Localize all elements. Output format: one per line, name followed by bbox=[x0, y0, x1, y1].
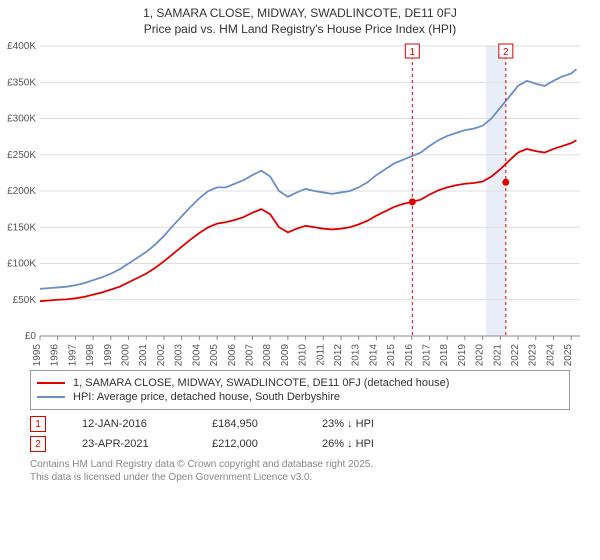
y-tick-label: £400K bbox=[7, 41, 36, 52]
y-tick-label: £350K bbox=[7, 77, 36, 88]
price-chart: £0 £50K £100K £150K £200K £250K £300K £350K £400… bbox=[0, 36, 600, 366]
sale-marker-dot bbox=[502, 179, 509, 186]
x-tick-label: 1998 bbox=[85, 344, 96, 366]
x-tick-label: 2021 bbox=[492, 344, 503, 366]
x-tick-label: 2022 bbox=[510, 344, 521, 366]
x-tick-label: 2000 bbox=[121, 344, 132, 366]
attribution-line2: This data is licensed under the Open Gov… bbox=[30, 471, 570, 484]
y-tick-label: £100K bbox=[7, 259, 36, 270]
legend-item: 1, SAMARA CLOSE, MIDWAY, SWADLINCOTE, DE… bbox=[37, 377, 563, 389]
x-tick-label: 2014 bbox=[368, 344, 379, 366]
y-tick-label: £50K bbox=[13, 295, 37, 306]
x-tick-label: 2020 bbox=[475, 344, 486, 366]
x-tick-label: 2005 bbox=[209, 344, 220, 366]
sales-delta: 23% ↓ HPI bbox=[322, 418, 442, 430]
attribution: Contains HM Land Registry data © Crown c… bbox=[30, 458, 570, 484]
legend-label: 1, SAMARA CLOSE, MIDWAY, SWADLINCOTE, DE… bbox=[73, 377, 449, 389]
x-tick-label: 1995 bbox=[32, 344, 43, 366]
sales-row: 1 12-JAN-2016£184,95023% ↓ HPI bbox=[30, 416, 570, 432]
y-tick-label: £200K bbox=[7, 186, 36, 197]
x-tick-label: 2003 bbox=[174, 344, 185, 366]
x-tick-label: 2001 bbox=[138, 344, 149, 366]
chart-titles: 1, SAMARA CLOSE, MIDWAY, SWADLINCOTE, DE… bbox=[0, 0, 600, 36]
sales-date: 12-JAN-2016 bbox=[82, 418, 212, 430]
legend-label: HPI: Average price, detached house, Sout… bbox=[73, 391, 340, 403]
x-tick-label: 2010 bbox=[298, 344, 309, 366]
sales-row: 2 23-APR-2021£212,00026% ↓ HPI bbox=[30, 436, 570, 452]
x-tick-label: 2013 bbox=[351, 344, 362, 366]
x-tick-label: 2019 bbox=[457, 344, 468, 366]
legend-swatch bbox=[37, 382, 65, 384]
x-tick-label: 2007 bbox=[244, 344, 255, 366]
sales-marker-box: 2 bbox=[30, 436, 46, 452]
x-tick-label: 2023 bbox=[528, 344, 539, 366]
chart-title-address: 1, SAMARA CLOSE, MIDWAY, SWADLINCOTE, DE… bbox=[0, 6, 600, 20]
sales-date: 23-APR-2021 bbox=[82, 438, 212, 450]
y-tick-label: £300K bbox=[7, 114, 36, 125]
sales-table: 1 12-JAN-2016£184,95023% ↓ HPI 2 23-APR-202… bbox=[30, 416, 570, 452]
x-tick-label: 2015 bbox=[386, 344, 397, 366]
legend-swatch bbox=[37, 396, 65, 398]
x-tick-label: 2025 bbox=[563, 344, 574, 366]
attribution-line1: Contains HM Land Registry data © Crown c… bbox=[30, 458, 570, 471]
sale-marker-dot bbox=[409, 198, 416, 205]
x-tick-label: 2011 bbox=[315, 344, 326, 366]
x-tick-label: 2016 bbox=[404, 344, 415, 366]
chart-container: £0 £50K £100K £150K £200K £250K £300K £350K £400… bbox=[0, 36, 600, 366]
sales-delta: 26% ↓ HPI bbox=[322, 438, 442, 450]
x-tick-label: 2004 bbox=[191, 344, 202, 366]
x-tick-label: 1996 bbox=[50, 344, 61, 366]
x-tick-label: 1999 bbox=[103, 344, 114, 366]
sale-marker-number: 2 bbox=[503, 47, 509, 58]
x-tick-label: 1997 bbox=[67, 344, 78, 366]
legend: 1, SAMARA CLOSE, MIDWAY, SWADLINCOTE, DE… bbox=[30, 370, 570, 410]
y-tick-label: £0 bbox=[25, 331, 37, 342]
x-tick-label: 2002 bbox=[156, 344, 167, 366]
x-tick-label: 2024 bbox=[545, 344, 556, 366]
y-tick-label: £250K bbox=[7, 150, 36, 161]
x-tick-label: 2006 bbox=[227, 344, 238, 366]
x-tick-label: 2009 bbox=[280, 344, 291, 366]
sale-marker-number: 1 bbox=[410, 47, 416, 58]
legend-item: HPI: Average price, detached house, Sout… bbox=[37, 391, 563, 403]
sales-price: £212,000 bbox=[212, 438, 322, 450]
x-tick-label: 2017 bbox=[422, 344, 433, 366]
sales-price: £184,950 bbox=[212, 418, 322, 430]
sales-marker-box: 1 bbox=[30, 416, 46, 432]
x-tick-label: 2008 bbox=[262, 344, 273, 366]
x-tick-label: 2018 bbox=[439, 344, 450, 366]
chart-title-sub: Price paid vs. HM Land Registry's House … bbox=[0, 22, 600, 36]
x-tick-label: 2012 bbox=[333, 344, 344, 366]
y-tick-label: £150K bbox=[7, 222, 36, 233]
